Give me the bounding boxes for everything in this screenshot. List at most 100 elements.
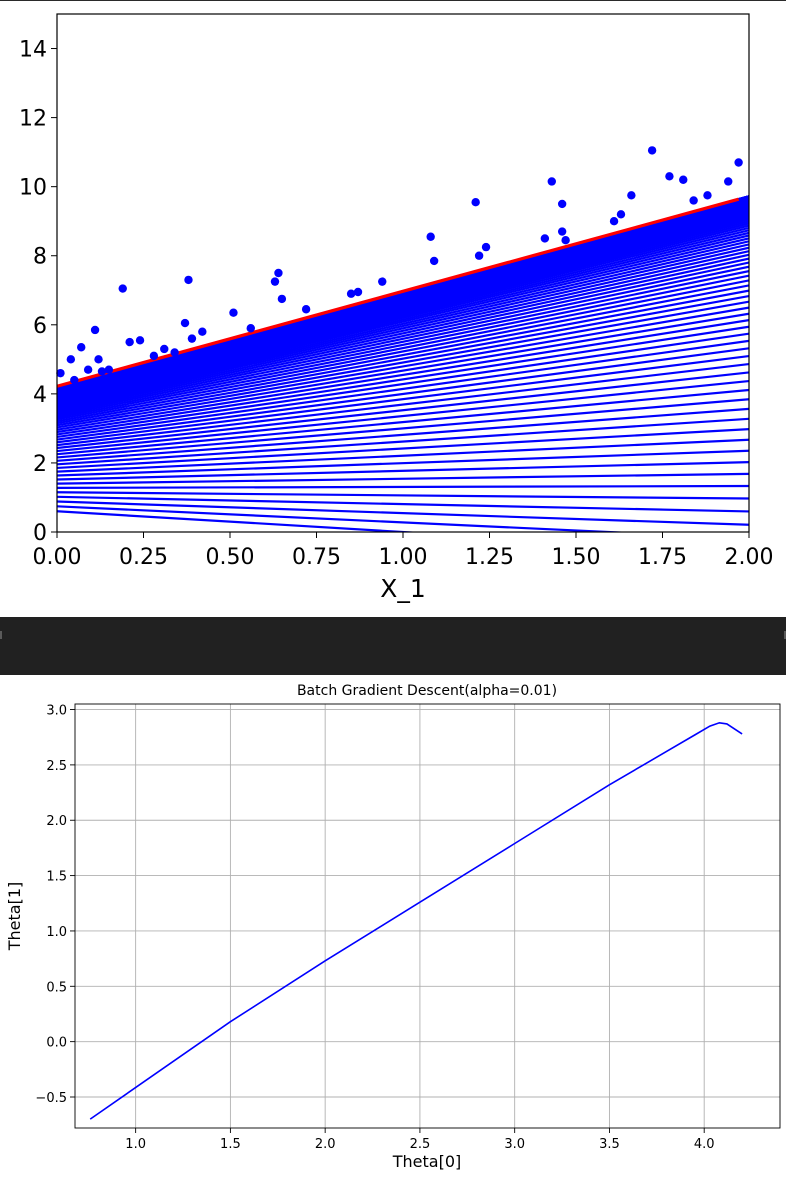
y-tick-label: 0.5 [46,980,67,995]
regression-lines-group [57,195,749,532]
x-tick-label: 2.5 [410,1137,431,1152]
regression-line [57,379,749,453]
data-point [665,172,674,181]
x-tick-label: 2.00 [725,545,774,570]
data-point [104,365,114,374]
x-tick-label: 1.50 [552,545,601,570]
regression-line [57,438,749,473]
data-point [56,368,65,378]
chart-title: Batch Gradient Descent(alpha=0.01) [297,683,557,699]
data-point [83,365,93,374]
y-tick-label: 2 [33,452,47,477]
data-point [429,256,439,266]
regression-line [57,505,633,532]
data-point [426,232,435,241]
data-point [66,355,76,364]
regression-line [57,500,749,526]
regression-line [57,371,749,450]
data-points-group [56,146,743,385]
data-point [97,367,107,376]
regression-line [57,417,749,466]
regression-line [57,449,749,477]
x-tick-label: 1.00 [379,545,428,570]
data-point [125,337,134,347]
y-tick-label: 14 [19,38,47,63]
data-point [229,308,238,317]
data-point [689,196,698,205]
x-tick-label: 1.5 [220,1137,241,1152]
y-tick-label: 12 [19,107,47,132]
data-point [353,287,363,297]
data-point [184,275,193,285]
data-point [540,234,550,243]
data-point [547,177,556,186]
data-point [274,268,283,278]
y-tick-label: 6 [33,314,47,339]
x-tick-label: 0.75 [292,545,341,570]
data-point [246,324,255,333]
regression-line [57,250,749,407]
data-point [561,235,570,245]
data-point [301,305,311,314]
y-tick-label: 3.0 [46,704,67,719]
regression-line [57,306,749,427]
data-point [724,177,733,186]
data-point [679,175,688,184]
regression-line [57,237,749,403]
data-point [160,344,169,354]
data-point [70,375,79,385]
regression-line [57,240,749,404]
regression-line [57,491,749,500]
data-point [616,210,626,219]
data-point [135,336,145,345]
y-tick-label: 4 [33,383,47,408]
y-tick-label: 1.0 [46,925,67,940]
separator-notch [784,631,786,639]
regression-line [57,461,749,481]
y-tick-label: −0.5 [35,1091,67,1106]
data-point [170,348,179,357]
x-tick-label: 0.50 [206,545,255,570]
y-axis-ticks: 0 2 4 6 8 10 12 14 [19,38,57,546]
data-point [77,343,86,352]
regression-line [57,347,749,441]
regression-line [57,495,749,513]
regression-line [57,234,749,402]
data-point [703,191,712,200]
y-tick-label: 8 [33,245,47,270]
regression-line [57,265,749,413]
regression-line [57,388,749,456]
x-tick-label: 0.25 [119,545,168,570]
final-regression-line [57,197,740,388]
data-point [481,242,491,252]
regression-line [57,332,749,436]
theta-path-series [89,721,743,1120]
x-tick-label: 1.25 [465,545,514,570]
regression-line [57,428,749,470]
y-tick-label: 2.0 [46,814,67,829]
regression-line [57,398,749,459]
data-point [557,199,567,209]
regression-line [57,284,749,419]
regression-line [57,294,749,423]
regression-line [57,231,749,401]
data-point [90,325,100,335]
data-point [609,217,619,226]
y-tick-label: 1.5 [46,870,67,885]
data-point [346,289,356,298]
data-point [557,227,567,236]
x-axis-label: Theta[0] [392,1152,462,1171]
data-point [734,158,743,167]
x-tick-label: 4.0 [694,1137,715,1152]
regression-line [57,279,749,417]
data-point [627,191,636,200]
scatter-regression-chart: 0.00 0.25 0.50 0.75 1.00 1.25 1.50 1.75 2.00 0 2 4… [19,13,774,603]
y-axis-ticks: −0.5 0.0 0.5 1.0 1.5 2.0 2.5 3.0 [35,704,75,1106]
y-tick-label: 0.0 [46,1036,67,1051]
regression-line [57,339,749,439]
x-tick-label: 2.0 [315,1137,336,1152]
x-tick-label: 1.75 [638,545,687,570]
plot-frame [74,703,781,1129]
regression-line [57,300,749,425]
regression-line [57,407,749,462]
